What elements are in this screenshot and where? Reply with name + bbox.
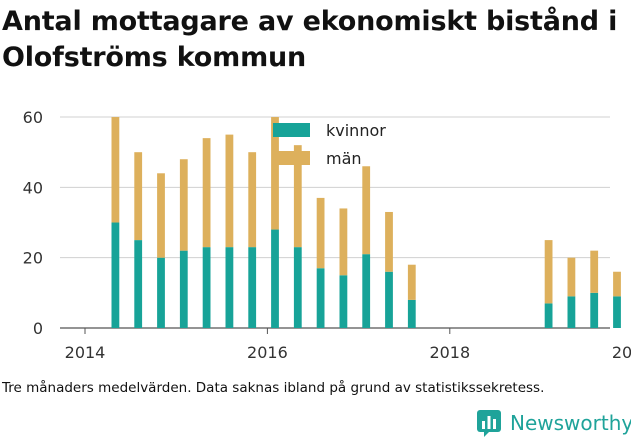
bar-kvinnor-2014-05 — [111, 222, 120, 328]
bar-män-2016-05 — [293, 145, 302, 248]
bar-kvinnor-2016-08 — [316, 268, 325, 328]
x-tick-label-2016: 2016 — [247, 343, 288, 362]
bar-män-2016-11 — [339, 208, 348, 276]
page-title: Antal mottagare av ekonomiskt bistånd i … — [2, 6, 618, 73]
bar-kvinnor-2017-02 — [362, 254, 371, 328]
bar-kvinnor-2016-02 — [271, 229, 279, 328]
legend-swatch-män — [273, 151, 310, 165]
bar-kvinnor-2016-11 — [339, 275, 348, 328]
bar-kvinnor-2014-08 — [134, 240, 143, 328]
bar-män-2015-11 — [248, 152, 257, 248]
y-tick-label-0: 0 — [33, 319, 43, 338]
bar-män-2017-05 — [385, 211, 393, 272]
bar-män-2017-08 — [407, 264, 416, 300]
y-tick-label-40: 40 — [23, 178, 43, 197]
y-axis-ticks: 0 20 40 60 — [23, 108, 43, 338]
legend-label-kvinnor: kvinnor — [326, 121, 386, 140]
chart-caption: Tre månaders medelvärden. Data saknas ib… — [2, 380, 545, 396]
x-axis: 201420162018202020222024 — [65, 328, 631, 362]
bar-kvinnor-2015-05 — [202, 247, 211, 328]
bar-kvinnor-2019-11 — [613, 296, 621, 328]
bar-män-2016-08 — [316, 197, 325, 269]
bar-män-2015-02 — [179, 159, 188, 251]
bar-män-2017-02 — [362, 166, 371, 255]
bar-kvinnor-2015-08 — [225, 247, 234, 328]
bar-kvinnor-2014-11 — [157, 257, 165, 328]
brand-name: Newsworthy — [510, 411, 631, 435]
newsworthy-chart-icon — [477, 410, 501, 437]
bar-män-2016-02 — [271, 117, 279, 230]
legend: kvinnor män — [273, 121, 386, 168]
bars — [111, 117, 621, 328]
bar-kvinnor-2017-05 — [385, 271, 393, 328]
x-tick-label-2014: 2014 — [65, 343, 106, 362]
x-tick-label-2018: 2018 — [429, 343, 470, 362]
bar-män-2019-08 — [590, 250, 599, 293]
x-tick-label-2020: 2020 — [612, 343, 631, 362]
bar-män-2014-11 — [157, 173, 165, 258]
bar-kvinnor-2019-05 — [567, 296, 576, 328]
bar-män-2019-05 — [567, 257, 576, 297]
bar-män-2019-02 — [544, 240, 553, 304]
legend-label-män: män — [326, 149, 362, 168]
bar-män-2014-05 — [111, 117, 120, 223]
bar-män-2015-08 — [225, 134, 234, 248]
bar-kvinnor-2015-02 — [179, 250, 188, 328]
bar-kvinnor-2019-02 — [544, 303, 553, 328]
bar-män-2014-08 — [134, 152, 143, 241]
bar-män-2015-05 — [202, 138, 211, 248]
bar-kvinnor-2015-11 — [248, 247, 257, 328]
bar-kvinnor-2016-05 — [293, 247, 302, 328]
bar-män-2019-11 — [613, 271, 621, 297]
newsworthy-logo[interactable]: Newsworthy — [476, 408, 631, 438]
legend-swatch-kvinnor — [273, 123, 310, 137]
gridlines — [60, 116, 610, 329]
y-tick-label-20: 20 — [23, 249, 43, 268]
bar-kvinnor-2019-08 — [590, 292, 599, 328]
bar-kvinnor-2017-08 — [407, 299, 416, 328]
y-tick-label-60: 60 — [23, 108, 43, 127]
